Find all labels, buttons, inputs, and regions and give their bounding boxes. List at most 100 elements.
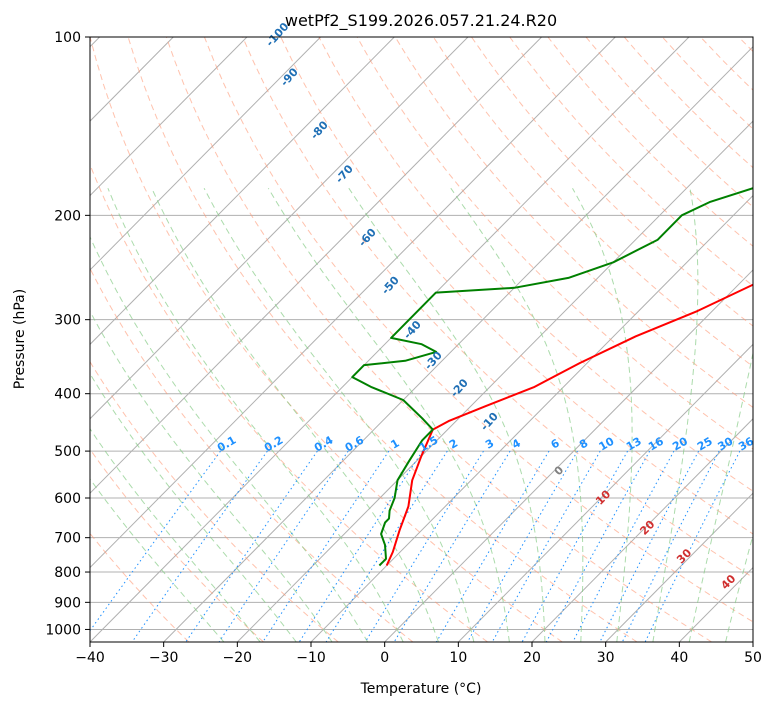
dry-adiabat-line [432,37,753,368]
x-tick-label: 40 [670,650,688,666]
isotherm-line [90,37,690,642]
mixing-ratio-label: 8 [577,437,590,452]
y-tick-label: 800 [54,565,81,581]
dry-adiabat-line [90,267,414,642]
moist-adiabat-line [90,427,261,642]
dry-adiabat-label: -70 [333,162,356,186]
mixing-ratio-line [435,450,550,642]
y-tick-label: 600 [54,491,81,507]
y-tick-label: 100 [54,30,81,46]
line-labels: -100-90-80-70-60-50-40-30-20-100.1 0.2 0.4… [215,20,756,592]
moist-adiabat-line [688,350,753,642]
moist-adiabat-line [90,310,333,642]
x-tick-label: −30 [149,650,179,666]
isotherm-line [384,269,753,642]
moist-adiabat-line [151,187,439,642]
x-axis-label: Temperature (°C) [360,681,482,697]
moist-adiabat-label: 40 [718,572,738,592]
moist-adiabat-line [725,533,753,642]
y-tick-label: 500 [54,444,81,460]
isotherm-line [605,492,753,642]
dry-adiabat-line [280,37,753,535]
dry-adiabat-line [90,360,339,642]
mixing-ratio-line [262,450,390,642]
mixing-ratio-line [218,450,349,642]
dry-adiabat-line [127,37,638,642]
moist-adiabat-line [203,187,475,642]
chart-title: wetPf2_S199.2026.057.21.24.R20 [285,11,557,31]
background-lines [90,37,753,642]
isotherm-line [90,37,395,346]
mixing-ratio-line [90,450,221,632]
moist-adiabat-label: 20 [637,517,657,537]
moist-adiabat-line [107,188,404,642]
x-tick-label: 50 [744,650,762,666]
mixing-ratio-line [599,450,700,642]
dry-adiabat-line [165,37,712,642]
dry-adiabat-label: -90 [278,65,301,89]
isotherm-line [90,37,321,271]
dry-adiabat-line [90,448,264,642]
isotherm-line [457,343,753,642]
isotherm-line [90,37,542,494]
y-tick-label: 200 [54,208,81,224]
isotherm-line [163,46,753,642]
dry-adiabat-line [471,37,753,327]
x-tick-label: 10 [449,650,467,666]
dry-adiabat-line [394,37,753,409]
moist-adiabat-line [450,187,584,642]
mixing-ratio-line [572,450,675,642]
dry-adiabat-line [242,37,753,579]
dry-adiabat-label: -80 [308,118,331,142]
isotherm-line [531,418,753,642]
isotherm-line [90,37,248,197]
moist-adiabat-line [90,478,225,642]
x-tick-label: 20 [523,650,541,666]
moist-adiabat-label: 10 [593,487,613,507]
dry-adiabat-line [623,37,753,169]
mixing-ratio-line [545,450,651,642]
dry-adiabat-label: -50 [379,273,402,297]
dry-adiabat-label: -60 [356,226,379,250]
dry-adiabat-label: -40 [401,318,424,342]
mixing-ratio-line [298,450,423,642]
axis-ticks: −40 −30 −20 −10 0 10 20 30 40 50 100 200 300 400 500 60… [45,30,762,666]
mixing-ratio-line [467,450,578,642]
mixing-ratio-line [393,450,511,642]
dry-adiabat-line [509,37,753,287]
y-tick-label: 700 [54,531,81,547]
mixing-ratio-line [521,450,629,642]
moist-adiabat-line [90,372,297,642]
dry-adiabat-line [90,163,488,642]
isotherm-line [90,37,616,569]
dry-adiabat-line [547,37,753,247]
moist-adiabat-line [90,235,369,642]
mixing-ratio-label: 3 [483,437,496,452]
isotherm-line [310,194,753,642]
moist-adiabat-label: 30 [674,546,694,566]
dry-adiabat-line [738,37,753,53]
isotherm-line [236,120,753,642]
x-tick-label: −10 [296,650,326,666]
y-axis-label: Pressure (hPa) [12,289,28,389]
isotherm-line [678,566,753,642]
y-tick-label: 300 [54,313,81,329]
x-tick-label: −20 [223,650,253,666]
mixing-ratio-line [131,450,268,642]
dry-adiabat-line [318,37,753,492]
dry-adiabat-line [203,37,753,623]
dewpoint-profile-line [351,187,753,567]
x-tick-label: −40 [75,650,105,666]
temperature-profile-line [385,283,753,566]
dry-adiabat-label: -10 [478,410,501,434]
moist-adiabat-line [267,187,510,642]
mixing-ratio-line [325,450,448,642]
y-tick-label: 900 [54,595,81,611]
mixing-ratio-line [364,450,484,642]
mixing-ratio-line [621,450,720,642]
isotherm-line [90,37,469,420]
profile-lines [351,187,753,567]
dry-adiabat-line [90,37,563,642]
moist-adiabat-line [652,188,699,642]
